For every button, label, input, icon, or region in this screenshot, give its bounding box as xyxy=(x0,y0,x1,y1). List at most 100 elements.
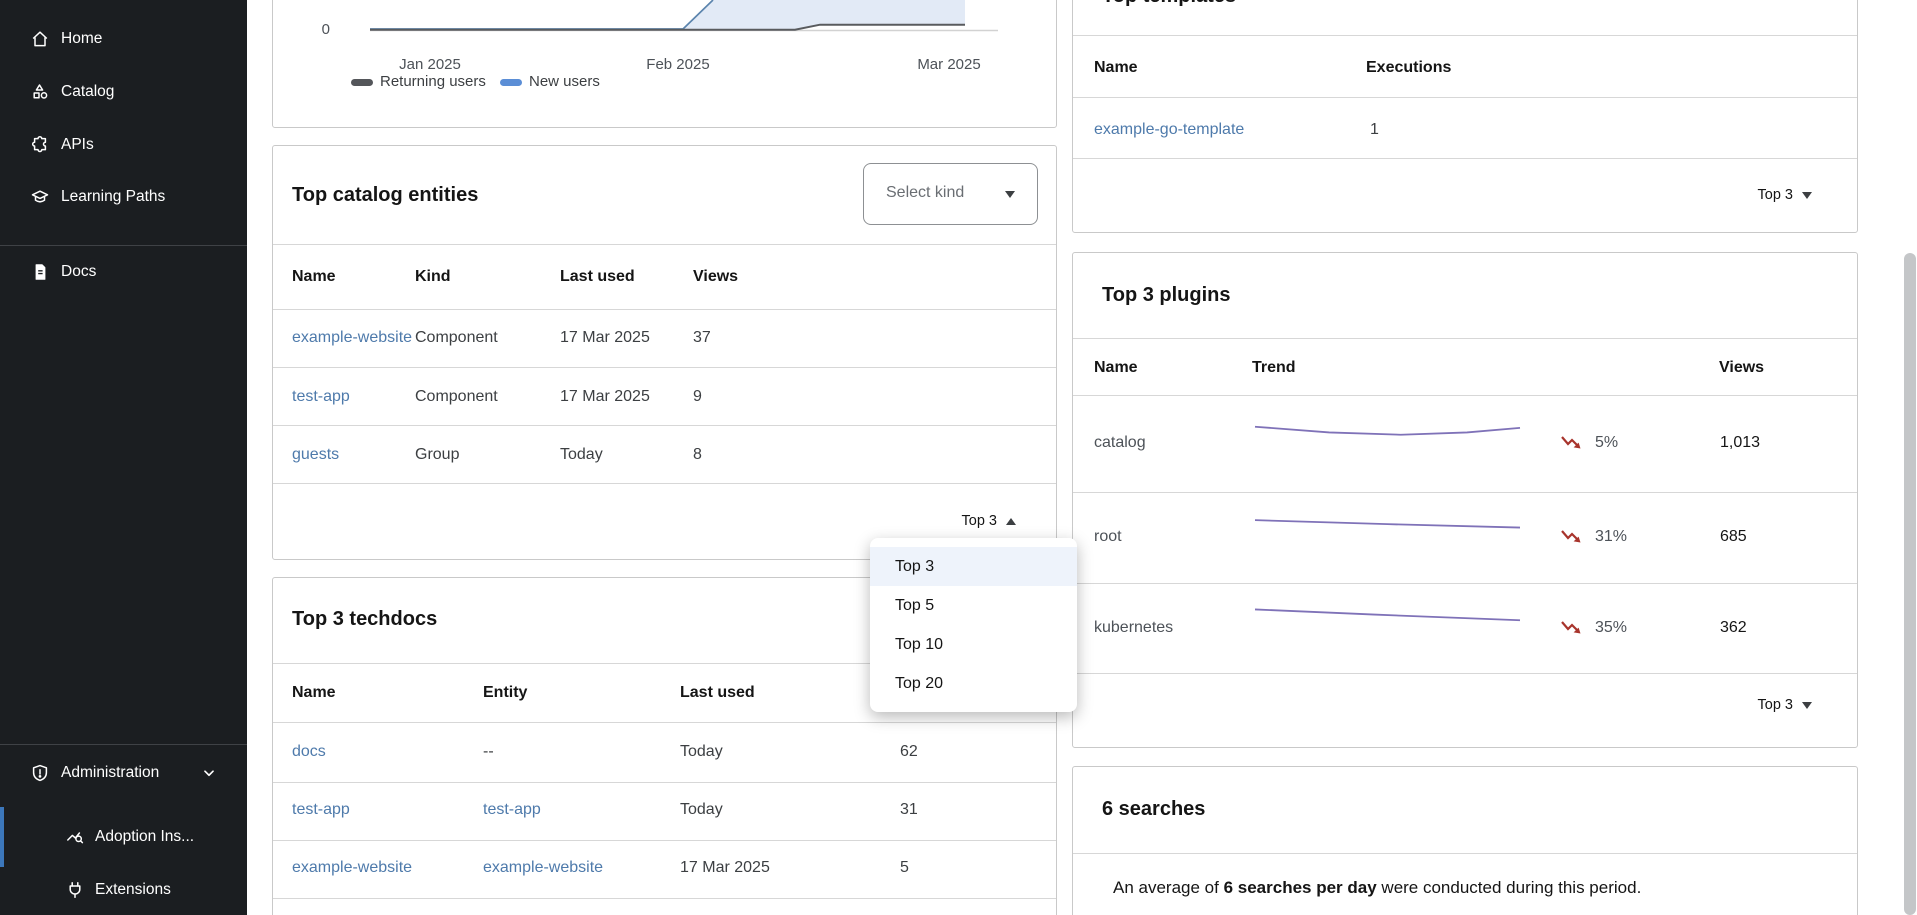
entity-last-used: 17 Mar 2025 xyxy=(560,388,650,405)
plugins-card-title: Top 3 plugins xyxy=(1102,284,1231,306)
menu-item-top-20[interactable]: Top 20 xyxy=(895,675,944,692)
column-header-name: Name xyxy=(292,684,336,701)
entity-link[interactable]: test-app xyxy=(292,388,350,405)
sidebar: Home Catalog APIs Learning Paths Docs xyxy=(0,0,247,915)
entity-link[interactable]: example-website xyxy=(292,329,413,346)
legend-swatch-new-users xyxy=(500,79,522,86)
entity-views: 9 xyxy=(693,388,702,405)
plugins-topn-selector[interactable]: Top 3 xyxy=(1702,695,1812,715)
chevron-down-icon xyxy=(1005,191,1015,198)
plugin-views: 1,013 xyxy=(1720,434,1761,451)
trend-down-icon xyxy=(1561,528,1583,544)
techdoc-last-used: Today xyxy=(680,801,723,818)
adoption-insights-icon xyxy=(65,827,85,847)
column-header-kind: Kind xyxy=(415,268,451,285)
divider xyxy=(1073,158,1857,159)
apis-icon xyxy=(30,135,50,155)
searches-summary-text: An average of 6 searches per day were co… xyxy=(1113,878,1642,897)
templates-topn-selector[interactable]: Top 3 xyxy=(1702,185,1812,205)
entity-kind: Component xyxy=(415,329,498,346)
sidebar-item-home[interactable]: Home xyxy=(0,29,247,69)
divider xyxy=(1073,583,1857,584)
divider xyxy=(273,425,1056,426)
techdoc-last-used: 17 Mar 2025 xyxy=(680,859,770,876)
techdoc-link[interactable]: test-app xyxy=(292,801,350,818)
divider xyxy=(273,840,1056,841)
trend-down-icon xyxy=(1561,619,1583,635)
techdocs-card-title: Top 3 techdocs xyxy=(292,608,438,630)
sidebar-item-label: Administration xyxy=(61,764,160,781)
sidebar-item-catalog[interactable]: Catalog xyxy=(0,82,247,122)
sidebar-item-label: Home xyxy=(61,30,103,47)
techdoc-last-used: Today xyxy=(680,743,723,760)
top-templates-card xyxy=(1072,0,1858,233)
sidebar-item-apis[interactable]: APIs xyxy=(0,135,247,175)
divider xyxy=(1073,338,1857,339)
sidebar-item-adoption-insights[interactable]: Adoption Ins... xyxy=(0,827,247,867)
sidebar-item-docs[interactable]: Docs xyxy=(0,262,247,302)
divider xyxy=(1073,97,1857,98)
sidebar-item-label: Catalog xyxy=(61,83,115,100)
techdoc-entity-link[interactable]: test-app xyxy=(483,801,541,818)
sidebar-item-administration[interactable]: Administration xyxy=(0,763,247,803)
divider xyxy=(273,483,1056,484)
plugin-trend-percent: 5% xyxy=(1595,434,1619,451)
docs-icon xyxy=(30,262,50,282)
menu-item-top-3[interactable]: Top 3 xyxy=(870,547,1077,586)
divider xyxy=(1073,673,1857,674)
sidebar-item-learning-paths[interactable]: Learning Paths xyxy=(0,187,247,227)
administration-icon xyxy=(30,763,50,783)
catalog-card-title: Top catalog entities xyxy=(292,184,479,206)
x-axis-label: Jan 2025 xyxy=(399,56,461,73)
x-axis-label: Mar 2025 xyxy=(917,56,981,73)
techdoc-link[interactable]: example-website xyxy=(292,859,413,876)
divider xyxy=(1073,853,1857,854)
divider xyxy=(273,898,1056,899)
column-header-name: Name xyxy=(1094,359,1138,376)
extensions-icon xyxy=(65,880,85,900)
techdoc-link[interactable]: docs xyxy=(292,743,326,760)
trend-sparkline xyxy=(1255,606,1520,622)
divider xyxy=(273,782,1056,783)
column-header-executions: Executions xyxy=(1366,59,1452,76)
searches-card-title: 6 searches xyxy=(1102,798,1206,820)
column-header-name: Name xyxy=(292,268,336,285)
vertical-scrollbar-thumb[interactable] xyxy=(1904,253,1916,915)
divider xyxy=(273,663,1056,664)
legend-swatch-returning-users xyxy=(351,79,373,86)
techdoc-views: 62 xyxy=(900,743,918,760)
sidebar-item-label: Adoption Ins... xyxy=(95,828,195,845)
template-executions-value: 1 xyxy=(1370,121,1379,138)
sidebar-item-extensions[interactable]: Extensions xyxy=(0,880,247,915)
menu-item-top-10[interactable]: Top 10 xyxy=(895,636,944,653)
techdoc-views: 31 xyxy=(900,801,918,818)
techdoc-entity-link[interactable]: example-website xyxy=(483,859,604,876)
chevron-down-icon xyxy=(200,764,218,787)
searches-card xyxy=(1072,766,1858,915)
learning-paths-icon xyxy=(30,187,50,207)
trend-sparkline xyxy=(1255,421,1520,437)
active-item-indicator xyxy=(0,807,4,867)
column-header-views: Views xyxy=(693,268,739,285)
templates-card-title: Top templates xyxy=(1102,0,1236,8)
menu-item-top-5[interactable]: Top 5 xyxy=(895,597,935,614)
sidebar-item-label: Learning Paths xyxy=(61,188,166,205)
techdoc-views: 5 xyxy=(900,859,909,876)
users-area-chart xyxy=(370,0,998,32)
template-link[interactable]: example-go-template xyxy=(1094,121,1245,138)
entity-kind: Component xyxy=(415,388,498,405)
plugin-name: catalog xyxy=(1094,434,1146,451)
select-kind-dropdown[interactable]: Select kind xyxy=(863,163,1038,225)
chevron-up-icon xyxy=(1006,517,1016,525)
divider xyxy=(273,367,1056,368)
entity-link[interactable]: guests xyxy=(292,446,340,463)
column-header-views: Views xyxy=(1719,359,1765,376)
entity-views: 37 xyxy=(693,329,711,346)
catalog-icon xyxy=(30,82,50,102)
divider xyxy=(1073,35,1857,36)
catalog-topn-selector[interactable]: Top 3 xyxy=(906,511,1016,531)
chevron-down-icon xyxy=(1802,191,1812,199)
techdoc-entity: -- xyxy=(483,743,494,760)
plugin-views: 362 xyxy=(1720,619,1747,636)
